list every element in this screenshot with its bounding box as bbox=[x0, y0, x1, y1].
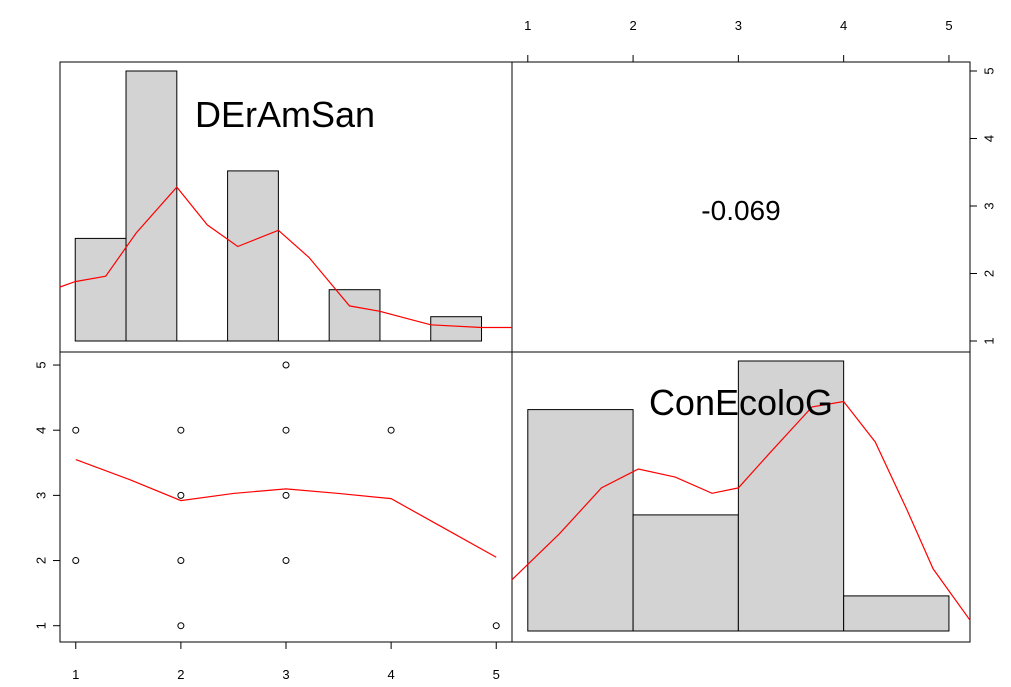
histogram-deramsan bbox=[59, 70, 512, 342]
hist-bar bbox=[227, 170, 279, 342]
diagonal-label-deramsan: DErAmSan bbox=[195, 94, 375, 135]
diagonal-label-conecolog: ConEcoloG bbox=[649, 382, 833, 423]
scatter-point bbox=[177, 622, 185, 630]
top-axis-tick-label: 1 bbox=[524, 18, 531, 33]
scatter-point bbox=[282, 491, 290, 499]
hist-bar bbox=[74, 237, 127, 342]
scatter-panel bbox=[72, 361, 500, 630]
top-axis-tick-label: 5 bbox=[945, 18, 952, 33]
density-curve bbox=[59, 186, 512, 329]
left-axis-tick-label: 1 bbox=[34, 622, 49, 629]
bottom-axis-tick-label: 1 bbox=[72, 667, 79, 682]
left-axis-tick-label: 4 bbox=[34, 427, 49, 434]
right-axis-tick-label: 2 bbox=[982, 270, 997, 277]
left-axis-tick-label: 5 bbox=[34, 361, 49, 368]
scatter-point bbox=[282, 361, 290, 369]
hist-bar bbox=[430, 316, 483, 342]
scatter-point bbox=[387, 426, 395, 434]
density-curve bbox=[511, 400, 971, 621]
hist-bar bbox=[527, 409, 634, 632]
scatter-point bbox=[282, 557, 290, 565]
bottom-axis-tick-label: 2 bbox=[177, 667, 184, 682]
bottom-axis-tick-label: 5 bbox=[493, 667, 500, 682]
panel-bottom-right bbox=[511, 351, 971, 643]
top-axis-tick-label: 4 bbox=[840, 18, 847, 33]
panel-bottom-left bbox=[59, 351, 513, 643]
hist-bar bbox=[632, 514, 739, 632]
scatter-point bbox=[177, 426, 185, 434]
top-axis-tick-label: 3 bbox=[735, 18, 742, 33]
hist-bar bbox=[737, 360, 845, 632]
hist-bar bbox=[328, 289, 381, 342]
right-axis-tick-label: 4 bbox=[982, 135, 997, 142]
axes: 1 2 3 4 5 1 2 3 4 5 1 2 3 4 5 1 2 3 4 5 bbox=[34, 18, 997, 682]
histogram-conecolog bbox=[511, 360, 971, 632]
scatter-point bbox=[492, 622, 500, 630]
smooth-line bbox=[75, 458, 497, 558]
hist-bar bbox=[843, 595, 950, 632]
scatter-point bbox=[177, 491, 185, 499]
bottom-axis-tick-label: 3 bbox=[282, 667, 289, 682]
correlation-value: -0.069 bbox=[701, 195, 780, 226]
right-axis-tick-label: 3 bbox=[982, 202, 997, 209]
right-axis-tick-label: 1 bbox=[982, 337, 997, 344]
hist-bar bbox=[125, 70, 178, 342]
right-axis-tick-label: 5 bbox=[982, 67, 997, 74]
left-axis-tick-label: 3 bbox=[34, 492, 49, 499]
scatter-point bbox=[72, 426, 80, 434]
top-axis-tick-label: 2 bbox=[629, 18, 636, 33]
scatter-point bbox=[72, 557, 80, 565]
scatter-point bbox=[282, 426, 290, 434]
scatter-point bbox=[177, 557, 185, 565]
left-axis-tick-label: 2 bbox=[34, 557, 49, 564]
bottom-axis-tick-label: 4 bbox=[387, 667, 394, 682]
